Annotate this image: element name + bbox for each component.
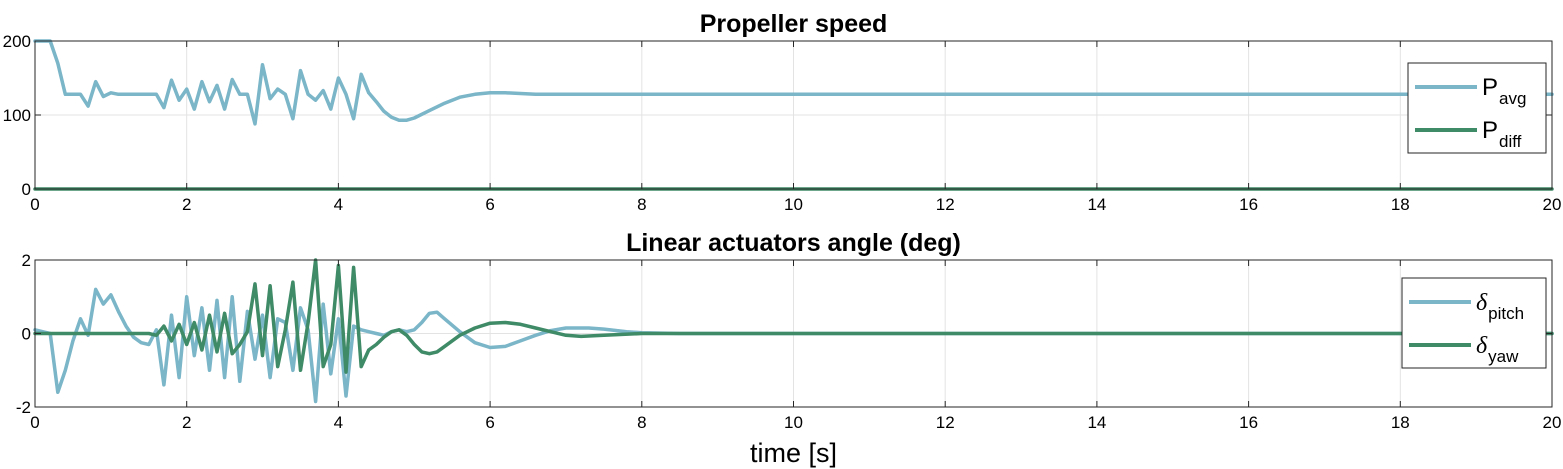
y-tick-label: -2 <box>16 398 31 417</box>
x-tick-label: 0 <box>30 413 39 432</box>
x-tick-label: 10 <box>784 195 803 214</box>
y-tick-label: 200 <box>3 32 31 51</box>
x-tick-label: 2 <box>182 413 191 432</box>
x-tick-label: 0 <box>30 195 39 214</box>
chart-title: Propeller speed <box>700 10 888 38</box>
x-tick-label: 12 <box>936 413 955 432</box>
x-tick-label: 6 <box>485 195 494 214</box>
legend-box <box>1401 277 1547 369</box>
series-line-pitch <box>33 287 1554 404</box>
y-tick-label: 0 <box>22 180 31 199</box>
x-tick-label: 4 <box>334 413 343 432</box>
y-tick-label: 2 <box>22 251 31 270</box>
legend-box <box>1407 62 1547 154</box>
y-tick-label: 100 <box>3 106 31 125</box>
x-tick-label: 14 <box>1087 413 1106 432</box>
x-tick-label: 18 <box>1391 413 1410 432</box>
x-tick-label: 16 <box>1239 195 1258 214</box>
x-tick-label: 12 <box>936 195 955 214</box>
x-tick-label: 2 <box>182 195 191 214</box>
y-tick-label: 0 <box>22 325 31 344</box>
x-tick-label: 8 <box>637 195 646 214</box>
chart-title: Linear actuators angle (deg) <box>626 229 961 257</box>
x-tick-label: 18 <box>1391 195 1410 214</box>
x-tick-label: 4 <box>334 195 343 214</box>
x-axis-label: time [s] <box>750 438 837 468</box>
series-line-yaw <box>33 258 1554 374</box>
x-tick-label: 14 <box>1087 195 1106 214</box>
x-tick-label: 10 <box>784 413 803 432</box>
x-tick-label: 16 <box>1239 413 1258 432</box>
x-tick-label: 20 <box>1543 413 1562 432</box>
x-tick-label: 6 <box>485 413 494 432</box>
x-tick-label: 8 <box>637 413 646 432</box>
series-line-avg <box>33 39 1554 126</box>
x-tick-label: 20 <box>1543 195 1562 214</box>
